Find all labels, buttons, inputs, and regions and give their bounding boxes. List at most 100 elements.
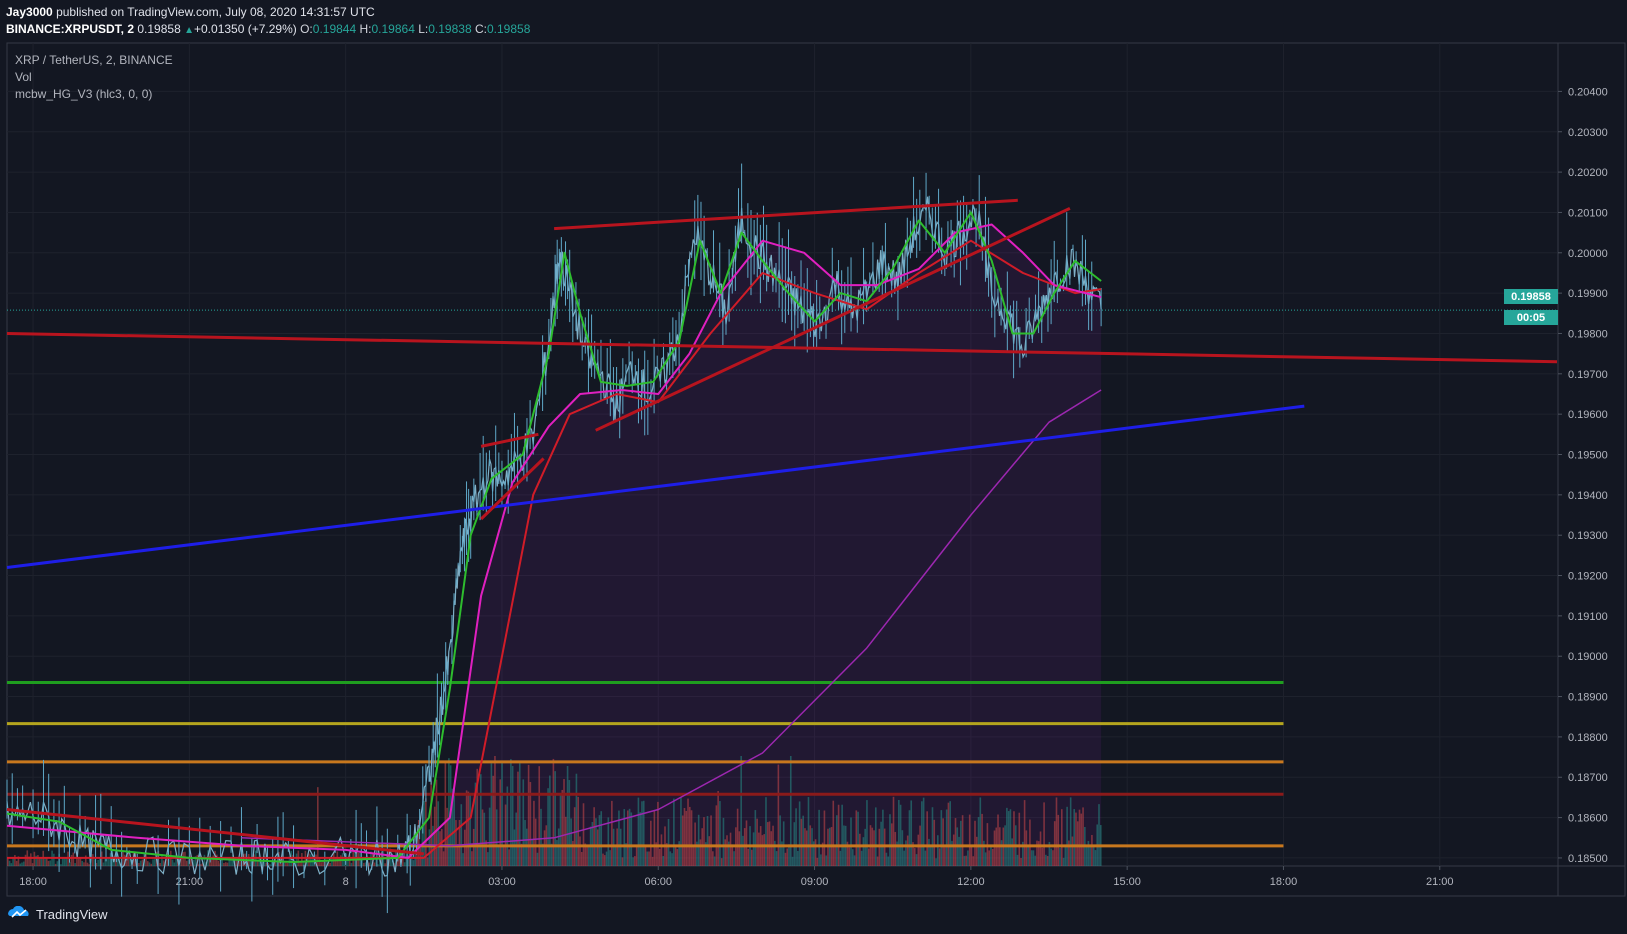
volume-bar: [116, 853, 119, 866]
volume-bar: [851, 849, 854, 866]
volume-bar: [200, 864, 202, 866]
volume-bar: [827, 828, 829, 866]
volume-bar: [524, 820, 526, 866]
volume-bar: [19, 863, 21, 866]
volume-bar: [464, 829, 466, 866]
volume-bar: [175, 853, 177, 866]
legend-indicator[interactable]: mcbw_HG_V3 (hlc3, 0, 0): [15, 87, 153, 101]
volume-bar: [15, 860, 18, 866]
author-name[interactable]: Jay3000: [6, 5, 53, 19]
volume-bar: [917, 834, 920, 866]
volume-bar: [494, 756, 496, 866]
volume-bar: [747, 848, 750, 866]
volume-bar: [1087, 840, 1090, 866]
volume-bar: [154, 857, 156, 866]
volume-bar: [462, 853, 464, 866]
volume-bar: [129, 858, 131, 866]
volume-bar: [224, 862, 227, 866]
volume-bar: [690, 810, 693, 866]
volume-bar: [800, 818, 803, 866]
volume-bar: [921, 801, 923, 866]
volume-bar: [793, 822, 796, 866]
volume-bar: [1092, 845, 1095, 866]
volume-bar: [898, 799, 900, 866]
volume-bar: [929, 846, 932, 866]
volume-bar: [729, 832, 732, 866]
volume-bar: [938, 848, 941, 866]
volume-bar: [223, 862, 225, 866]
volume-bar: [719, 801, 721, 866]
early-channel-bottom: [480, 457, 545, 521]
volume-bar: [674, 846, 677, 866]
volume-bar: [515, 812, 517, 866]
volume-bar: [1027, 845, 1029, 866]
volume-bar: [435, 779, 438, 866]
volume-bar: [697, 814, 700, 866]
x-tick-label: 15:00: [1113, 876, 1141, 888]
volume-bar: [265, 862, 268, 866]
volume-bar: [1034, 855, 1037, 866]
volume-bar: [593, 807, 595, 866]
volume-bar: [417, 819, 420, 866]
volume-bar: [430, 780, 432, 866]
volume-bar: [12, 858, 14, 866]
volume-bar: [568, 780, 571, 866]
volume-bar: [398, 853, 401, 866]
volume-bar: [97, 859, 99, 866]
volume-bar: [249, 857, 252, 866]
volume-bar: [499, 779, 502, 866]
volume-bar: [198, 864, 200, 866]
volume-bar: [949, 801, 951, 866]
volume-bar: [751, 849, 753, 866]
volume-bar: [935, 858, 937, 866]
volume-bar: [407, 854, 409, 866]
legend-symbol[interactable]: XRP / TetherUS, 2, BINANCE: [15, 53, 173, 67]
volume-bar: [77, 857, 80, 866]
volume-bar: [125, 856, 128, 866]
volume-bar: [970, 845, 973, 866]
volume-bar: [781, 841, 783, 866]
volume-bar: [912, 842, 914, 866]
volume-bar: [983, 840, 985, 866]
volume-bar: [17, 856, 20, 866]
volume-bar: [531, 839, 533, 866]
volume-bar: [276, 862, 278, 866]
volume-bar: [788, 844, 790, 866]
volume-bar: [203, 854, 206, 866]
volume-bar: [671, 853, 673, 866]
volume-bar: [79, 857, 82, 866]
volume-bar: [74, 863, 76, 866]
volume-bar: [104, 857, 107, 866]
volume-bar: [334, 857, 337, 866]
volume-bar: [853, 855, 856, 866]
volume-bar: [933, 819, 936, 866]
volume-bar: [21, 862, 23, 866]
volume-bar: [444, 760, 447, 866]
x-tick-label: 12:00: [957, 876, 985, 888]
open-value: 0.19844: [312, 22, 357, 36]
volume-bar: [488, 807, 491, 866]
symbol-label: BINANCE:XRPUSDT, 2: [6, 22, 135, 36]
volume-bar: [692, 844, 695, 866]
footer-brand[interactable]: TradingView: [6, 906, 108, 922]
volume-bar: [875, 807, 877, 866]
volume-bar: [421, 829, 424, 866]
volume-bar: [1094, 850, 1097, 866]
volume-bar: [864, 828, 866, 866]
volume-bar: [570, 818, 572, 866]
y-tick-label: 0.18800: [1568, 732, 1608, 744]
volume-bar: [30, 853, 32, 866]
volume-bar: [855, 810, 858, 866]
volume-bar: [951, 840, 953, 866]
legend-volume[interactable]: Vol: [15, 70, 32, 84]
volume-bar: [605, 851, 608, 866]
volume-bar: [302, 860, 305, 866]
bar-countdown-tag: 00:05: [1504, 310, 1558, 325]
volume-bar: [991, 848, 994, 866]
volume-bar: [669, 851, 672, 866]
volume-bar: [1062, 857, 1065, 866]
volume-bar: [813, 841, 815, 866]
volume-bar: [958, 836, 960, 866]
volume-bar: [508, 849, 510, 866]
